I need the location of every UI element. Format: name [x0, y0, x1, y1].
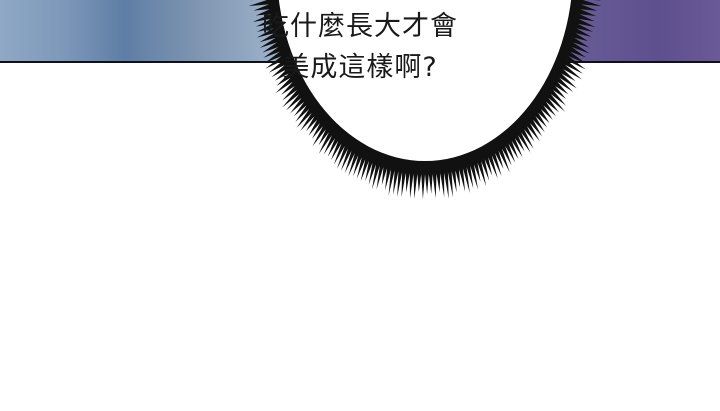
dialogue-line-2: 美成這樣啊?	[282, 52, 438, 83]
bubble-fill	[278, 0, 572, 161]
dialogue-line-1: 吃什麼長大才會	[262, 11, 458, 42]
